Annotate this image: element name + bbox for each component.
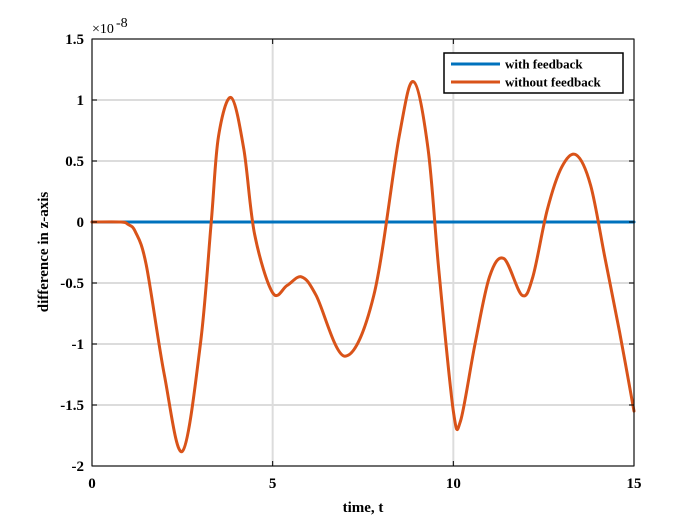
y-axis-label: difference in z-axis	[36, 192, 52, 313]
y-tick-label: -1.5	[60, 398, 84, 414]
legend-box	[443, 52, 624, 94]
x-tick-label: 15	[627, 476, 642, 492]
plot-area	[92, 39, 634, 466]
y-tick-label: 0.5	[65, 154, 84, 170]
legend-label-with-feedback: with feedback	[505, 57, 583, 72]
y-tick-label: 0	[77, 215, 85, 231]
x-tick-label: 0	[88, 476, 96, 492]
tick-labels: 0 5 10 15 -2 -1.5 -1 -0.5 0 0.5 1 1.5	[60, 32, 641, 492]
x-axis-label: time, t	[343, 500, 384, 516]
plot-frame	[91, 38, 635, 467]
y-tick-label: -0.5	[60, 276, 84, 292]
y-tick-label: 1.5	[65, 32, 84, 48]
legend: with feedback without feedback	[443, 52, 624, 94]
x-tick-label: 5	[269, 476, 277, 492]
y-exponent-label: ×10	[92, 22, 114, 37]
y-tick-label: -2	[72, 459, 85, 475]
y-exponent-power: -8	[116, 16, 128, 31]
series-layer	[90, 80, 636, 453]
y-tick-label: 1	[77, 93, 85, 109]
y-tick-label: -1	[72, 337, 85, 353]
series-line-without-feedback	[90, 80, 636, 453]
legend-label-without-feedback: without feedback	[505, 75, 601, 90]
axis-ticks	[91, 38, 635, 467]
x-tick-label: 10	[446, 476, 461, 492]
